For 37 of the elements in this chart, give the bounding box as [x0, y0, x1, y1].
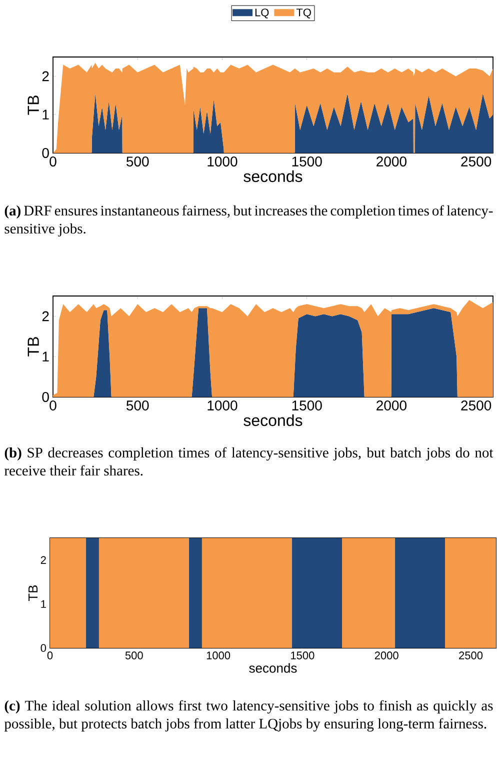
legend-label: LQ: [255, 8, 269, 18]
x-tick-label: 1500: [292, 400, 322, 410]
text: (a) DRF ensures instantaneous fairness, but increases the completion times of latency-sensitive jobs.: [4, 205, 493, 237]
x-tick-label: 2000: [376, 156, 406, 166]
x-tick-label: 2000: [376, 400, 406, 410]
x-tick-label: 500: [126, 400, 149, 410]
y-tick-label: 2: [40, 556, 46, 564]
y-tick-label: 2: [42, 311, 49, 322]
text: (b) SP decreases completion times of latency-sensitive jobs, but batch jobs do not receive their fair shares.: [4, 447, 494, 476]
y-tick-label: 1: [41, 600, 46, 608]
x-tick-label: 2500: [459, 652, 483, 660]
x-axis-title: seconds: [249, 663, 297, 673]
y-tick-label: 2: [42, 71, 49, 82]
y-axis-title: TB: [28, 337, 39, 356]
x-tick-label: 2500: [461, 156, 492, 166]
legend-label: TQ: [296, 8, 311, 18]
x-tick-label: 500: [125, 652, 143, 660]
x-tick-label: 1000: [208, 400, 238, 410]
x-tick-label: 0: [50, 400, 56, 410]
y-tick-label: 1: [42, 110, 49, 120]
y-tick-label: 0: [40, 644, 46, 652]
x-axis-title: seconds: [244, 414, 302, 426]
x-tick-label: 2000: [374, 652, 398, 660]
text: (c) The ideal solution allows first two latency-sensitive jobs to finish as quickly as possible, but protects batch jobs from latter LQjobs by ensuring long-term fairness.: [4, 700, 493, 732]
x-tick-label: 1000: [208, 156, 238, 166]
x-tick-label: 1000: [206, 652, 230, 660]
x-axis-title: seconds: [244, 170, 302, 182]
x-tick-label: 0: [50, 156, 56, 166]
y-tick-label: 1: [42, 352, 49, 362]
y-axis-title: TB: [28, 585, 38, 602]
y-axis-title: TB: [28, 96, 39, 115]
x-tick-label: 500: [126, 156, 149, 166]
y-tick-label: 0: [42, 392, 49, 402]
x-tick-label: 1500: [291, 652, 314, 660]
y-tick-label: 0: [42, 148, 49, 158]
x-tick-label: 1500: [292, 156, 322, 166]
x-tick-label: 2500: [461, 400, 492, 410]
